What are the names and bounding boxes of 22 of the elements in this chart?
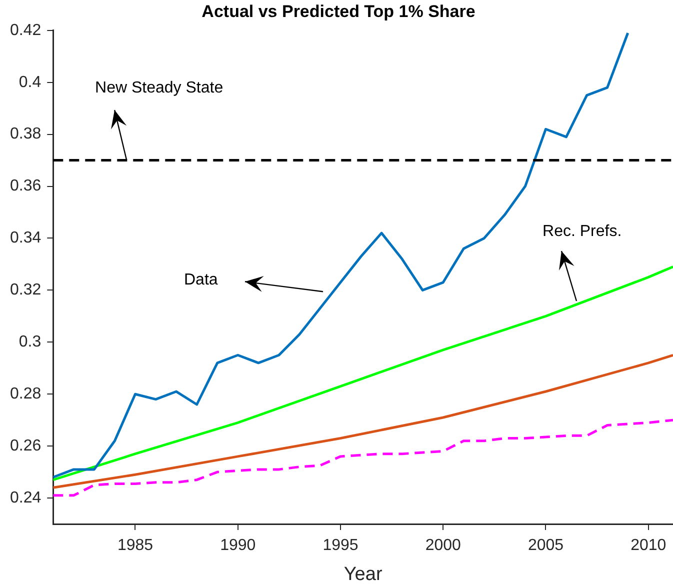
x-axis-title: Year — [344, 564, 383, 585]
y-tick-label: 0.42 — [10, 22, 42, 39]
x-tick-label: 1985 — [117, 537, 154, 554]
y-tick-label: 0.3 — [18, 334, 42, 351]
annotation: Rec. Prefs. — [542, 222, 622, 240]
x-tick-label: 2010 — [630, 537, 666, 554]
x-tick-label: 1990 — [220, 537, 256, 554]
annotation: New Steady State — [95, 80, 224, 97]
x-tick-label: 2000 — [425, 537, 462, 554]
y-tick-label: 0.28 — [10, 386, 42, 403]
chart-title: Actual vs Predicted Top 1% Share — [202, 2, 476, 21]
y-tick-label: 0.24 — [10, 489, 42, 506]
x-tick-label: 1995 — [322, 537, 358, 554]
y-tick-label: 0.38 — [10, 126, 42, 143]
y-tick-label: 0.4 — [18, 74, 42, 91]
y-tick-label: 0.36 — [10, 178, 42, 195]
y-tick-label: 0.32 — [10, 282, 42, 299]
annotation: Data — [184, 271, 218, 288]
y-tick-label: 0.26 — [10, 437, 42, 454]
line-series — [53, 418, 673, 497]
x-tick-label: 2005 — [528, 537, 564, 554]
y-tick-label: 0.34 — [10, 230, 42, 247]
